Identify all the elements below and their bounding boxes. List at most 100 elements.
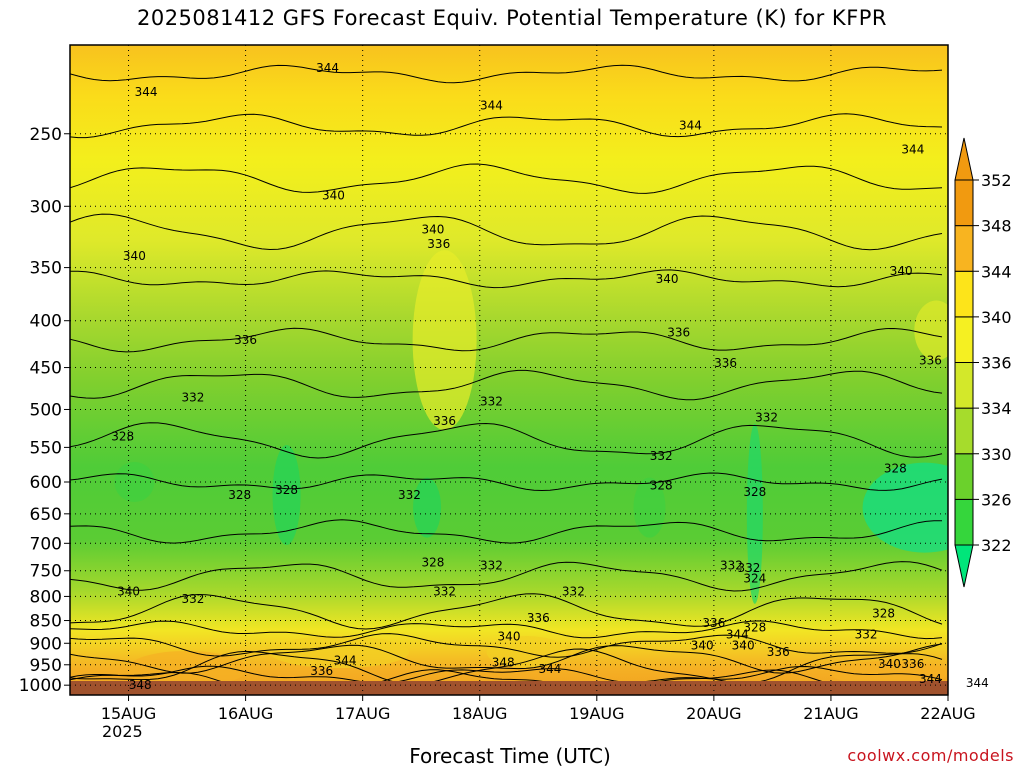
contour-line bbox=[70, 665, 943, 684]
x-tick-label: 16AUG bbox=[218, 704, 273, 723]
contour-label: 332 bbox=[480, 394, 503, 408]
contour-label: 344 bbox=[726, 627, 749, 641]
contour-line bbox=[70, 422, 943, 459]
y-tick-label: 350 bbox=[30, 259, 62, 279]
contour-label: 344 bbox=[966, 676, 989, 690]
contour-label: 332 bbox=[562, 584, 585, 598]
contour-label: 340 bbox=[878, 657, 901, 671]
contour-label: 336 bbox=[234, 333, 257, 347]
field-patch bbox=[862, 462, 948, 553]
contour-line bbox=[70, 269, 943, 289]
contour-label: 344 bbox=[901, 142, 924, 156]
plot-frame bbox=[69, 44, 949, 696]
field-patch bbox=[114, 461, 155, 502]
contour-label: 336 bbox=[767, 645, 790, 659]
x-tick-label: 22AUG bbox=[920, 704, 975, 723]
colorbar-label: 344 bbox=[981, 262, 1012, 281]
x-tick-label: 15AUG bbox=[101, 704, 156, 723]
contour-label: 328 bbox=[275, 483, 298, 497]
colorbar-segment bbox=[954, 453, 974, 500]
x-tick-label: 17AUG bbox=[335, 704, 390, 723]
colorbar-label: 352 bbox=[981, 171, 1012, 190]
contour-label: 328 bbox=[872, 606, 895, 620]
colorbar-segment bbox=[954, 225, 974, 272]
contour-line bbox=[70, 163, 943, 194]
contour-label: 328 bbox=[228, 488, 251, 502]
y-tick-label: 750 bbox=[30, 562, 62, 582]
contour-label: 340 bbox=[123, 249, 146, 263]
y-tick-label: 850 bbox=[30, 612, 62, 632]
contour-line bbox=[70, 593, 943, 630]
contour-label: 340 bbox=[890, 264, 913, 278]
contour-label: 332 bbox=[650, 449, 673, 463]
y-tick-label: 1000 bbox=[19, 676, 62, 696]
contour-label: 336 bbox=[433, 414, 456, 428]
x-axis: 15AUG 16AUG 17AUG 18AUG 19AUG 20AUG 21AUG 22AUG bbox=[101, 695, 976, 723]
colorbar-label: 348 bbox=[981, 217, 1012, 236]
contour-label: 328 bbox=[650, 478, 673, 492]
contour-label: 336 bbox=[427, 237, 450, 251]
contour-label: 344 bbox=[539, 662, 562, 676]
chart-title: 2025081412 GFS Forecast Equiv. Potential… bbox=[136, 6, 888, 30]
colorbar-segment bbox=[954, 316, 974, 363]
contour-label: 344 bbox=[679, 119, 702, 133]
colorbar-segment bbox=[954, 407, 974, 455]
contour-label: 332 bbox=[720, 558, 743, 572]
colorbar-segment bbox=[954, 270, 974, 318]
field-patch bbox=[914, 300, 948, 361]
contour-label: 340 bbox=[691, 638, 714, 652]
contour-label: 344 bbox=[316, 61, 339, 75]
contour-line bbox=[70, 64, 943, 84]
x-tick-label: 20AUG bbox=[686, 704, 741, 723]
x-axis-year-label: 2025 bbox=[102, 722, 143, 741]
contour-line bbox=[70, 648, 943, 685]
contour-label: 332 bbox=[855, 627, 878, 641]
colorbar-bottom-arrow bbox=[954, 544, 974, 588]
y-tick-label: 900 bbox=[30, 634, 62, 654]
ground-strip bbox=[70, 681, 948, 695]
colorbar-label: 326 bbox=[981, 490, 1012, 509]
colorbar-label: 336 bbox=[981, 354, 1012, 373]
y-tick-label: 700 bbox=[30, 534, 62, 554]
contour-label: 340 bbox=[732, 638, 755, 652]
contour-line bbox=[70, 113, 943, 139]
colorbar-label: 330 bbox=[981, 445, 1012, 464]
x-tick-label: 21AUG bbox=[803, 704, 858, 723]
contour-label: 328 bbox=[884, 462, 907, 476]
plot-background bbox=[70, 45, 948, 695]
contour-label: 340 bbox=[322, 189, 345, 203]
contour-line bbox=[70, 213, 943, 251]
y-axis: 2503003504004505005506006507007508008509… bbox=[19, 125, 70, 696]
y-tick-label: 600 bbox=[30, 473, 62, 493]
field-patch bbox=[746, 423, 763, 604]
contour-label: 332 bbox=[738, 561, 761, 575]
contour-label: 340 bbox=[117, 584, 140, 598]
x-axis-label: Forecast Time (UTC) bbox=[409, 744, 611, 768]
colorbar: 322 326 330 334 336 340 344 348 352 bbox=[954, 137, 1012, 588]
contour-labels: 3443443443443443403403403403403363363363… bbox=[111, 61, 988, 692]
y-tick-label: 250 bbox=[30, 125, 62, 145]
colorbar-top-arrow bbox=[954, 137, 974, 181]
contour-label: 344 bbox=[919, 672, 942, 686]
field-patch bbox=[829, 661, 948, 686]
contour-line bbox=[70, 369, 943, 401]
contour-label: 332 bbox=[398, 488, 421, 502]
contour-line bbox=[70, 633, 943, 658]
contour-label: 328 bbox=[111, 429, 134, 443]
contour-label: 344 bbox=[334, 654, 357, 668]
contour-line bbox=[70, 472, 943, 492]
contour-line bbox=[70, 669, 943, 694]
contour-label: 336 bbox=[702, 616, 725, 630]
field-patch bbox=[412, 250, 477, 431]
contour-label: 336 bbox=[919, 353, 942, 367]
contour-label: 332 bbox=[181, 390, 204, 404]
credit-link[interactable]: coolwx.com/models bbox=[847, 746, 1014, 765]
y-tick-label: 800 bbox=[30, 587, 62, 607]
y-tick-label: 550 bbox=[30, 438, 62, 458]
contour-label: 336 bbox=[310, 664, 333, 678]
y-tick-label: 500 bbox=[30, 400, 62, 420]
contour-label: 332 bbox=[480, 558, 503, 572]
contour-lines bbox=[70, 64, 943, 694]
colorbar-segment bbox=[954, 179, 974, 227]
